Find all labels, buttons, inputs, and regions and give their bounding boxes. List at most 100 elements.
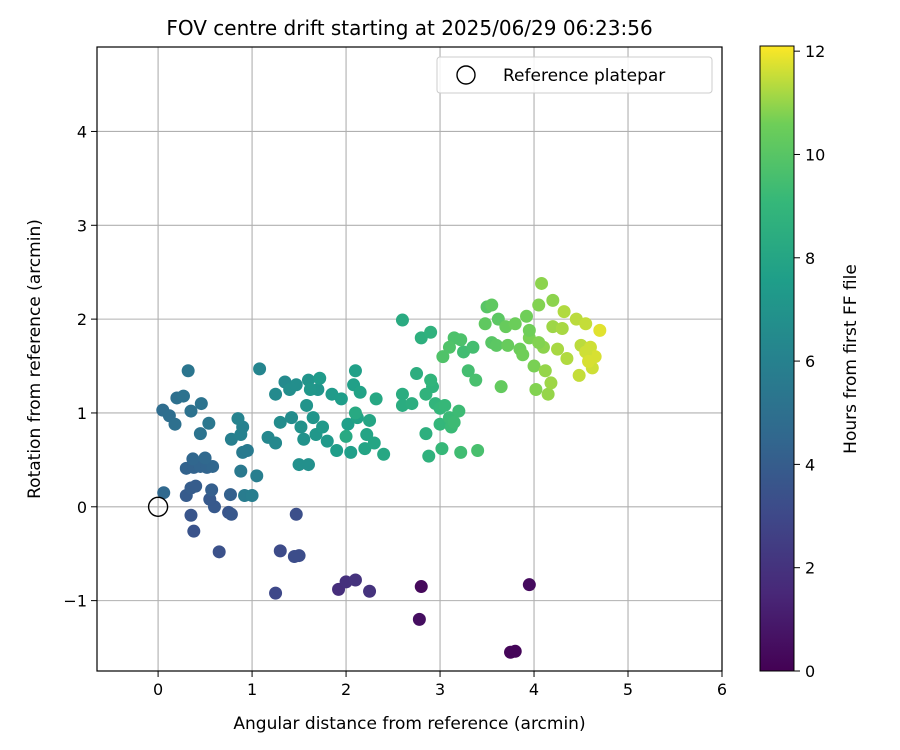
data-point bbox=[435, 442, 449, 456]
data-point bbox=[532, 336, 546, 350]
data-point bbox=[234, 464, 248, 478]
data-point bbox=[410, 367, 424, 381]
data-point bbox=[520, 309, 534, 323]
colorbar-tick-label: 8 bbox=[805, 249, 815, 268]
data-point bbox=[313, 371, 327, 385]
y-tick-label: −1 bbox=[63, 592, 87, 611]
data-point bbox=[344, 445, 358, 459]
legend-label-reference: Reference platepar bbox=[503, 66, 665, 86]
data-point bbox=[181, 364, 195, 378]
data-point bbox=[582, 354, 596, 368]
y-tick-label: 4 bbox=[77, 122, 87, 141]
data-point bbox=[405, 397, 419, 411]
data-point bbox=[522, 578, 536, 592]
data-point bbox=[168, 417, 182, 431]
data-point bbox=[494, 380, 508, 394]
data-point bbox=[452, 404, 466, 418]
data-point bbox=[438, 398, 452, 412]
x-tick-label: 3 bbox=[435, 680, 445, 699]
data-point bbox=[593, 323, 607, 337]
data-point bbox=[461, 364, 475, 378]
data-point bbox=[202, 416, 216, 430]
data-point bbox=[544, 376, 558, 390]
data-point bbox=[294, 420, 308, 434]
colorbar bbox=[759, 45, 795, 672]
data-point bbox=[367, 436, 381, 450]
data-point bbox=[433, 417, 447, 431]
data-point bbox=[527, 359, 541, 373]
data-point bbox=[187, 524, 201, 538]
data-point bbox=[454, 445, 468, 459]
data-point bbox=[419, 427, 433, 441]
data-point bbox=[454, 333, 468, 347]
data-point bbox=[289, 378, 303, 392]
data-point bbox=[348, 364, 362, 378]
data-point bbox=[231, 412, 245, 426]
data-point bbox=[535, 276, 549, 290]
data-point bbox=[447, 415, 461, 429]
data-point bbox=[292, 549, 306, 563]
data-point bbox=[546, 293, 560, 307]
data-point bbox=[306, 411, 320, 425]
data-point bbox=[176, 389, 190, 403]
data-point bbox=[297, 432, 311, 446]
data-point bbox=[466, 340, 480, 354]
data-point bbox=[316, 420, 330, 434]
data-point bbox=[414, 331, 428, 345]
data-point bbox=[184, 508, 198, 522]
data-point bbox=[532, 298, 546, 312]
data-point bbox=[348, 406, 362, 420]
data-point bbox=[292, 458, 306, 472]
data-point bbox=[529, 382, 543, 396]
data-point bbox=[186, 452, 200, 466]
x-tick-label: 2 bbox=[341, 680, 351, 699]
x-tick-label: 1 bbox=[247, 680, 257, 699]
data-point bbox=[285, 411, 299, 425]
data-point bbox=[508, 317, 522, 331]
data-point bbox=[194, 397, 208, 411]
data-point bbox=[334, 392, 348, 406]
colorbar-tick-label: 6 bbox=[805, 352, 815, 371]
data-point bbox=[339, 429, 353, 443]
data-point bbox=[245, 489, 259, 503]
colorbar-tick-label: 2 bbox=[805, 559, 815, 578]
data-point bbox=[212, 545, 226, 559]
data-point bbox=[301, 458, 315, 472]
data-point bbox=[377, 447, 391, 461]
y-tick-label: 0 bbox=[77, 498, 87, 517]
data-point bbox=[360, 428, 374, 442]
data-point bbox=[193, 427, 207, 441]
x-tick-label: 4 bbox=[529, 680, 539, 699]
data-point bbox=[223, 488, 237, 502]
data-point bbox=[250, 469, 264, 483]
data-point bbox=[341, 417, 355, 431]
data-point bbox=[412, 612, 426, 626]
colorbar-tick-label: 0 bbox=[805, 662, 815, 681]
y-tick-label: 1 bbox=[77, 404, 87, 423]
data-point bbox=[508, 644, 522, 658]
data-point bbox=[300, 398, 314, 412]
data-point bbox=[555, 322, 569, 336]
colorbar-tick-label: 4 bbox=[805, 455, 815, 474]
data-point bbox=[198, 451, 212, 465]
data-point bbox=[395, 313, 409, 327]
colorbar-tick-label: 10 bbox=[805, 145, 825, 164]
data-point bbox=[414, 580, 428, 594]
data-point bbox=[269, 387, 283, 401]
colorbar-tick-label: 12 bbox=[805, 42, 825, 61]
scatter-points bbox=[147, 276, 607, 659]
data-point bbox=[157, 486, 171, 500]
data-point bbox=[206, 459, 220, 473]
legend-marker-reference bbox=[456, 65, 476, 85]
data-point bbox=[205, 483, 219, 497]
y-axis-label: Rotation from reference (arcmin) bbox=[25, 219, 45, 499]
data-point bbox=[478, 317, 492, 331]
data-point bbox=[471, 443, 485, 457]
data-point bbox=[436, 350, 450, 364]
data-point bbox=[489, 338, 503, 352]
data-point bbox=[419, 387, 433, 401]
data-point bbox=[572, 368, 586, 382]
data-point bbox=[289, 507, 303, 521]
y-tick-label: 3 bbox=[77, 216, 87, 235]
